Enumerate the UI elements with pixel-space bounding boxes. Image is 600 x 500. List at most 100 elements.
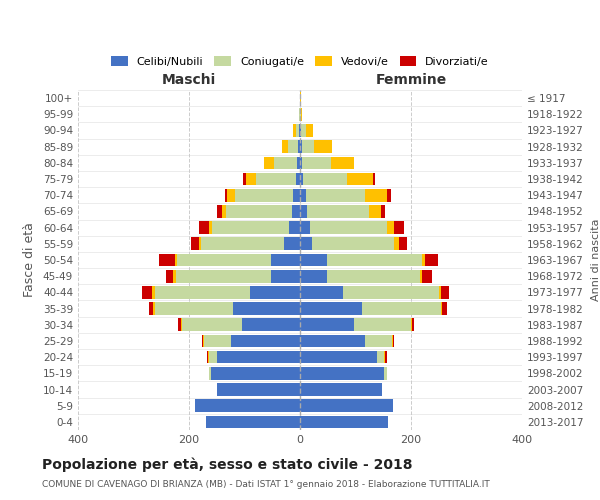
- Bar: [217, 205, 222, 218]
- Bar: [300, 124, 301, 137]
- Bar: [296, 172, 300, 186]
- Bar: [209, 222, 212, 234]
- Bar: [300, 302, 362, 315]
- Bar: [244, 172, 245, 186]
- Bar: [326, 254, 422, 266]
- Y-axis label: Anni di nascita: Anni di nascita: [590, 219, 600, 301]
- Bar: [365, 189, 386, 202]
- Bar: [362, 302, 441, 315]
- Bar: [343, 286, 439, 298]
- Bar: [209, 351, 217, 364]
- Bar: [300, 172, 304, 186]
- Bar: [201, 238, 284, 250]
- Bar: [217, 351, 300, 364]
- Bar: [412, 318, 415, 331]
- Bar: [191, 238, 199, 250]
- Bar: [312, 238, 394, 250]
- Bar: [256, 172, 296, 186]
- Bar: [271, 254, 300, 266]
- Bar: [298, 140, 300, 153]
- Bar: [233, 302, 300, 315]
- Bar: [227, 189, 235, 202]
- Bar: [284, 238, 300, 250]
- Bar: [355, 318, 411, 331]
- Bar: [399, 238, 407, 250]
- Bar: [314, 140, 332, 153]
- Bar: [206, 416, 300, 428]
- Bar: [182, 318, 242, 331]
- Bar: [211, 367, 300, 380]
- Bar: [377, 351, 385, 364]
- Bar: [420, 270, 422, 282]
- Bar: [411, 318, 412, 331]
- Bar: [441, 286, 449, 298]
- Bar: [392, 334, 393, 347]
- Bar: [299, 124, 300, 137]
- Bar: [310, 222, 386, 234]
- Bar: [173, 270, 176, 282]
- Bar: [326, 270, 420, 282]
- Bar: [296, 124, 299, 137]
- Bar: [230, 334, 300, 347]
- Bar: [245, 172, 256, 186]
- Bar: [365, 334, 392, 347]
- Bar: [307, 205, 369, 218]
- Bar: [302, 140, 314, 153]
- Bar: [300, 270, 326, 282]
- Bar: [300, 416, 388, 428]
- Bar: [204, 334, 230, 347]
- Bar: [300, 156, 302, 169]
- Bar: [293, 189, 300, 202]
- Bar: [300, 189, 305, 202]
- Bar: [386, 222, 394, 234]
- Bar: [155, 286, 250, 298]
- Bar: [300, 254, 326, 266]
- Bar: [425, 254, 437, 266]
- Bar: [177, 254, 271, 266]
- Text: Femmine: Femmine: [376, 73, 446, 87]
- Bar: [264, 156, 274, 169]
- Bar: [442, 302, 446, 315]
- Bar: [393, 334, 394, 347]
- Bar: [222, 205, 226, 218]
- Bar: [302, 156, 331, 169]
- Bar: [300, 351, 377, 364]
- Bar: [441, 302, 442, 315]
- Bar: [155, 302, 233, 315]
- Bar: [154, 302, 155, 315]
- Bar: [274, 156, 297, 169]
- Bar: [159, 254, 175, 266]
- Bar: [305, 124, 313, 137]
- Bar: [373, 172, 376, 186]
- Bar: [142, 286, 152, 298]
- Bar: [297, 156, 300, 169]
- Bar: [305, 189, 365, 202]
- Bar: [292, 205, 300, 218]
- Bar: [235, 189, 293, 202]
- Bar: [209, 367, 211, 380]
- Bar: [293, 124, 296, 137]
- Y-axis label: Fasce di età: Fasce di età: [23, 222, 36, 298]
- Bar: [304, 172, 347, 186]
- Bar: [212, 222, 289, 234]
- Bar: [289, 140, 298, 153]
- Bar: [175, 254, 177, 266]
- Bar: [300, 334, 365, 347]
- Bar: [439, 286, 441, 298]
- Bar: [369, 205, 381, 218]
- Bar: [176, 270, 271, 282]
- Bar: [331, 156, 355, 169]
- Bar: [385, 367, 386, 380]
- Bar: [152, 286, 155, 298]
- Bar: [381, 205, 385, 218]
- Bar: [217, 383, 300, 396]
- Bar: [394, 222, 404, 234]
- Bar: [181, 318, 182, 331]
- Bar: [422, 270, 432, 282]
- Bar: [226, 205, 292, 218]
- Bar: [301, 124, 305, 137]
- Bar: [300, 400, 393, 412]
- Bar: [301, 108, 302, 120]
- Bar: [202, 334, 203, 347]
- Bar: [242, 318, 300, 331]
